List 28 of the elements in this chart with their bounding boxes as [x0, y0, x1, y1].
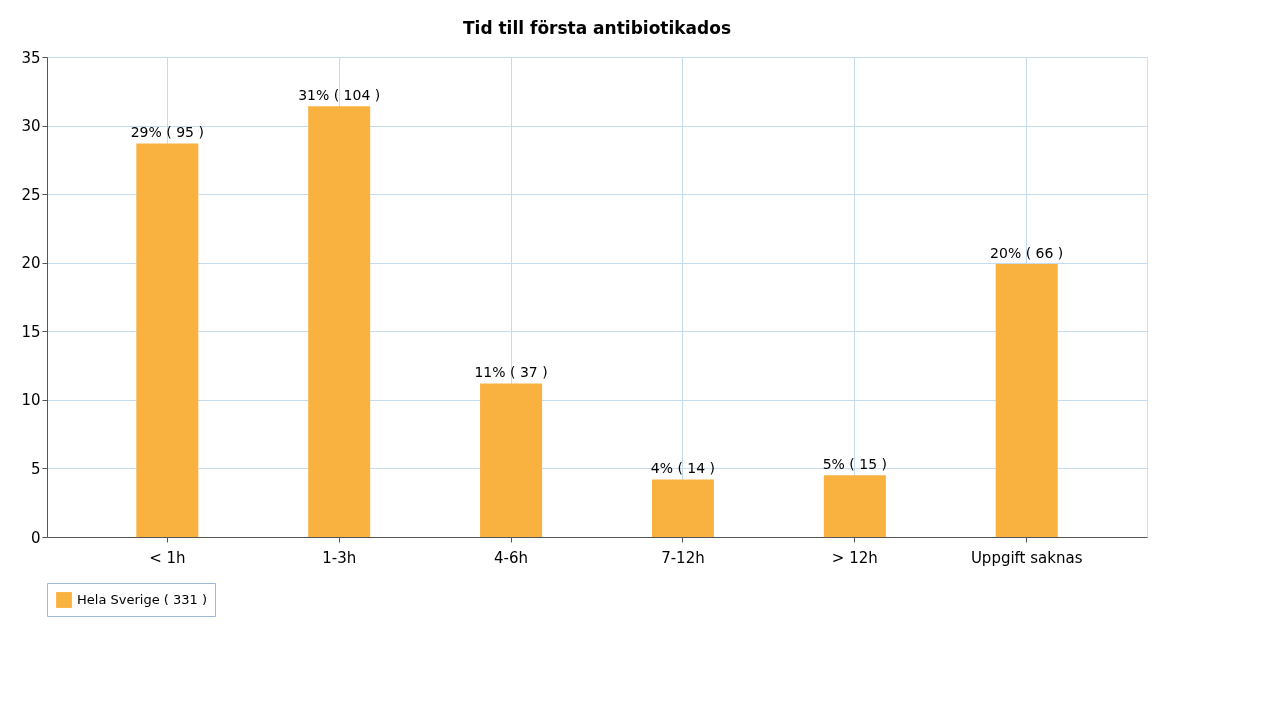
- x-tick-label: 1-3h: [322, 548, 357, 567]
- legend-label: Hela Sverige ( 331 ): [77, 592, 207, 607]
- y-tick-label: 20: [21, 254, 41, 273]
- bar: [480, 383, 543, 537]
- bar: [823, 475, 886, 537]
- chart-title: Tid till första antibiotikados: [462, 18, 732, 38]
- bar: [651, 479, 714, 537]
- bar: [308, 106, 371, 537]
- data-label: 4% ( 14 ): [650, 460, 716, 477]
- data-label: 29% ( 95 ): [130, 124, 204, 141]
- y-tick-label: 10: [21, 391, 41, 410]
- y-tick-label: 25: [21, 185, 41, 204]
- y-tick-label: 35: [21, 48, 41, 67]
- y-tick-label: 5: [30, 459, 41, 478]
- y-tick-label: 30: [21, 117, 41, 136]
- data-label: 31% ( 104 ): [298, 87, 381, 104]
- bar: [995, 264, 1058, 537]
- data-label: 5% ( 15 ): [822, 456, 887, 473]
- x-tick-label: Uppgift saknas: [970, 548, 1083, 567]
- x-tick-label: > 12h: [831, 548, 878, 567]
- data-label: 11% ( 37 ): [474, 364, 548, 381]
- x-tick-label: 4-6h: [494, 548, 529, 567]
- bar: [136, 143, 199, 537]
- data-label: 20% ( 66 ): [990, 245, 1064, 262]
- y-tick-label: 0: [30, 528, 41, 547]
- y-tick-label: 15: [21, 322, 41, 341]
- x-tick-label: 7-12h: [661, 548, 705, 567]
- x-tick-label: < 1h: [149, 548, 186, 567]
